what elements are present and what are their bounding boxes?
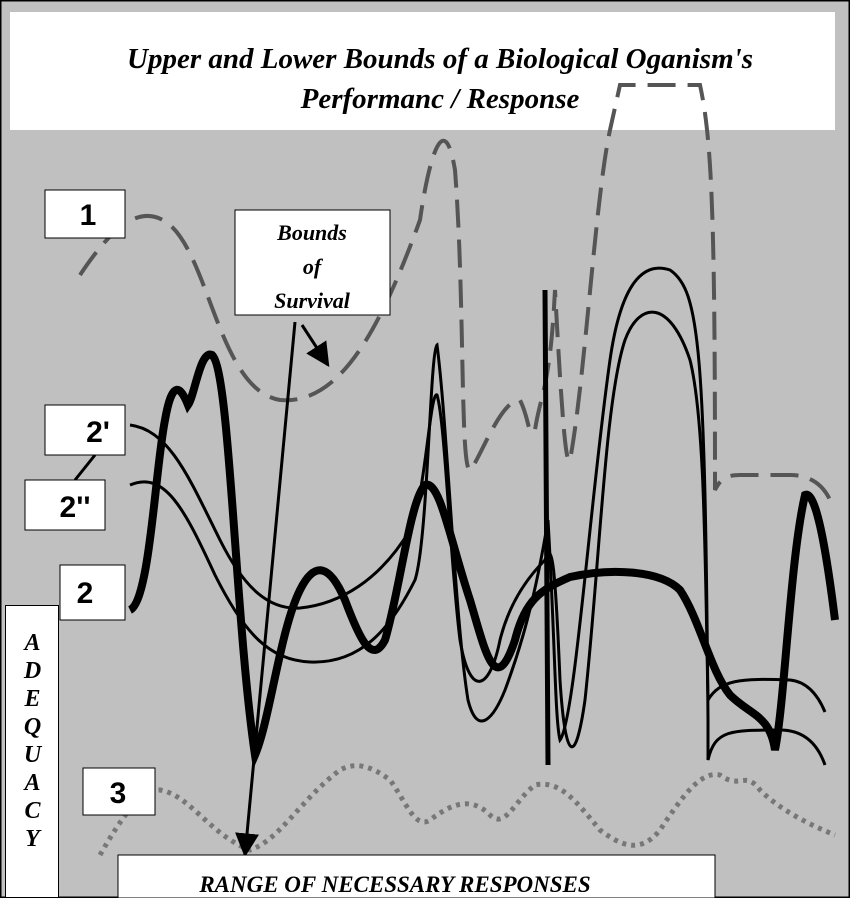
curve-1: [78, 83, 834, 506]
curve-label: 2'': [60, 491, 91, 524]
bottom-box: [117, 854, 716, 898]
connector: [73, 454, 97, 481]
curve-label: 3: [110, 777, 127, 810]
title-line: Performanc / Response: [300, 83, 580, 115]
label-box: [24, 479, 106, 531]
title-line: Upper and Lower Bounds of a Biological O…: [127, 43, 753, 75]
arrow: [300, 324, 330, 368]
arrow: [235, 321, 297, 858]
curve-2-double-prime: [129, 266, 827, 766]
bounds-label: Survival: [274, 288, 351, 313]
bounds-label: of: [303, 254, 324, 279]
curve-2: [127, 350, 839, 770]
bounds-box: [234, 209, 391, 316]
label-box: [82, 767, 156, 816]
curve-label: 2: [77, 577, 94, 610]
curve-label: 1: [80, 199, 97, 232]
label-box: [44, 189, 126, 239]
title-box: [10, 12, 835, 130]
bottom-label: RANGE OF NECESSARY RESPONSES: [198, 872, 590, 897]
label-box: [44, 404, 126, 456]
curve-3: [97, 763, 836, 857]
spike: [542, 289, 551, 766]
label-box: [59, 564, 126, 621]
curve-label: 2': [86, 416, 110, 449]
y-axis-label: ADEQUACY: [5, 605, 59, 898]
bounds-label: Bounds: [276, 220, 347, 245]
